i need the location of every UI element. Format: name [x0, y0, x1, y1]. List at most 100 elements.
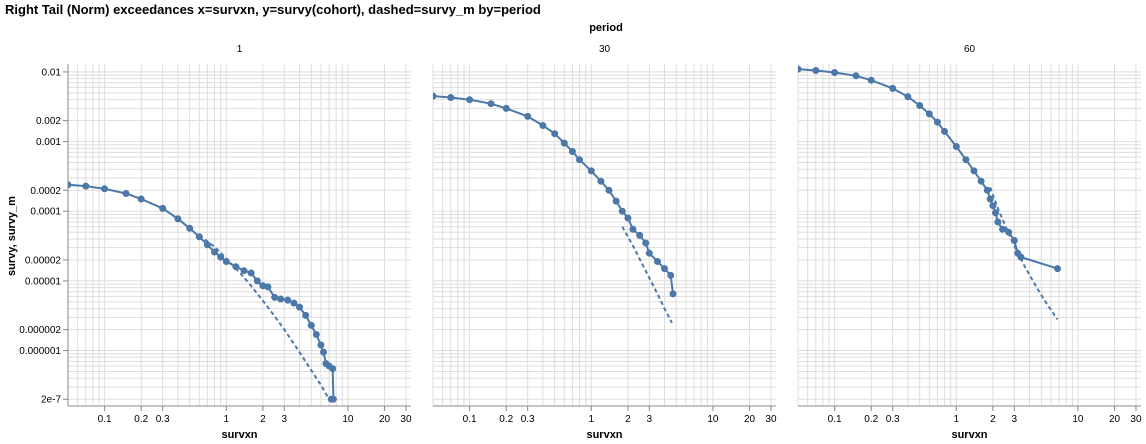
survy-point: [933, 118, 941, 126]
survy-point: [667, 271, 675, 279]
x-tick-label: 30: [765, 414, 777, 425]
survy-point: [466, 96, 474, 104]
facet-label: 60: [964, 44, 976, 55]
survy-point: [195, 233, 203, 241]
survy-point: [82, 182, 90, 190]
survy-point: [812, 67, 820, 74]
y-tick-label: 2e-7: [41, 395, 61, 406]
x-tick-label: 0.3: [156, 414, 170, 425]
survy-point: [645, 249, 653, 257]
plot-area: [68, 181, 337, 403]
x-tick-label: 1: [223, 414, 229, 425]
x-tick-label: 30: [1130, 414, 1142, 425]
survy-point: [284, 296, 292, 304]
survy-point: [502, 104, 510, 112]
facet-label: 1: [237, 44, 243, 55]
survy-point: [624, 214, 632, 222]
survy-point: [669, 290, 677, 298]
survy-point: [952, 143, 960, 150]
x-tick-label: 10: [342, 414, 354, 425]
survy-point: [296, 303, 303, 311]
survy-point: [68, 181, 72, 189]
facet-header: period: [589, 22, 623, 34]
survy-point: [916, 102, 924, 109]
survy-point: [247, 269, 255, 277]
survy-point: [904, 93, 912, 101]
chart-title: Right Tail (Norm) exceedances x=survxn, …: [5, 2, 541, 17]
survy-point: [618, 207, 626, 215]
survy-point: [122, 190, 130, 197]
survy-point: [222, 258, 230, 265]
y-tick-label: 0.0002: [30, 186, 61, 197]
y-tick-label: 0.00001: [25, 276, 62, 287]
survy-point: [798, 65, 802, 73]
survy-point: [925, 110, 933, 118]
survy-point: [137, 195, 145, 203]
survy-point: [989, 202, 997, 210]
facet-panel: 0.1 0.2 0.3 1 2 3 10 20 30 30 survxn: [432, 44, 777, 441]
survy-point: [524, 112, 532, 120]
survy-point: [320, 348, 327, 356]
survy-line: [433, 95, 674, 295]
survy-m-dashed-line: [198, 234, 330, 400]
survy-point: [654, 258, 661, 265]
survy-point: [852, 72, 860, 80]
survy-point: [203, 241, 211, 249]
facet-panel: 0.1 0.2 0.3 1 2 3 10 20 30 2e-7 0.000001 0.000002 0.…: [19, 44, 412, 441]
x-tick-label: 2: [260, 414, 266, 425]
x-tick-label: 0.2: [499, 414, 513, 425]
survy-point: [433, 92, 437, 100]
survy-m-dashed-line: [989, 187, 1059, 320]
survy-point: [636, 231, 644, 239]
y-tick-label: 0.0001: [30, 207, 61, 218]
x-tick-label: 20: [379, 414, 391, 425]
y-tick-label: 0.000002: [19, 325, 61, 336]
survy-point: [264, 283, 272, 291]
survy-point: [970, 167, 978, 175]
survy-point: [605, 186, 613, 194]
survy-m-dashed-line: [621, 226, 673, 324]
survy-point: [232, 263, 240, 271]
facet-label: 30: [599, 44, 611, 55]
x-axis-title: survxn: [951, 429, 987, 441]
survy-point: [539, 122, 547, 129]
survy-point: [992, 209, 999, 217]
x-tick-label: 1: [953, 414, 959, 425]
survy-point: [447, 94, 455, 101]
survy-point: [271, 293, 279, 301]
x-tick-label: 0.2: [864, 414, 878, 425]
x-tick-label: 0.2: [134, 414, 148, 425]
survy-point: [986, 195, 994, 203]
y-tick-label: 0.01: [42, 67, 62, 78]
survy-point: [174, 215, 182, 223]
survy-point: [101, 185, 109, 193]
survy-point: [159, 204, 167, 212]
survy-point: [597, 177, 605, 185]
x-tick-label: 2: [625, 414, 631, 425]
survy-point: [962, 156, 970, 164]
survy-point: [661, 265, 668, 273]
x-tick-label: 3: [282, 414, 288, 425]
y-tick-label: 0.002: [36, 116, 61, 127]
x-tick-label: 10: [707, 414, 719, 425]
x-tick-label: 1: [588, 414, 594, 425]
survy-point: [642, 239, 650, 247]
survy-point: [983, 186, 991, 194]
plot-area: [798, 65, 1061, 320]
x-axis-title: survxn: [586, 429, 622, 441]
x-tick-label: 0.3: [521, 414, 535, 425]
x-tick-label: 0.1: [463, 414, 477, 425]
survy-point: [307, 321, 315, 329]
x-axis-title: survxn: [221, 429, 257, 441]
x-tick-label: 20: [744, 414, 756, 425]
plot-area: [433, 92, 677, 324]
x-tick-label: 0.1: [98, 414, 112, 425]
survy-point: [941, 127, 948, 135]
survy-point: [186, 224, 194, 232]
survy-line: [68, 183, 335, 401]
survy-point: [329, 365, 337, 373]
y-tick-label: 0.00002: [25, 255, 62, 266]
survy-point: [994, 218, 1002, 226]
survy-point: [629, 225, 637, 233]
x-tick-label: 3: [1012, 414, 1018, 425]
